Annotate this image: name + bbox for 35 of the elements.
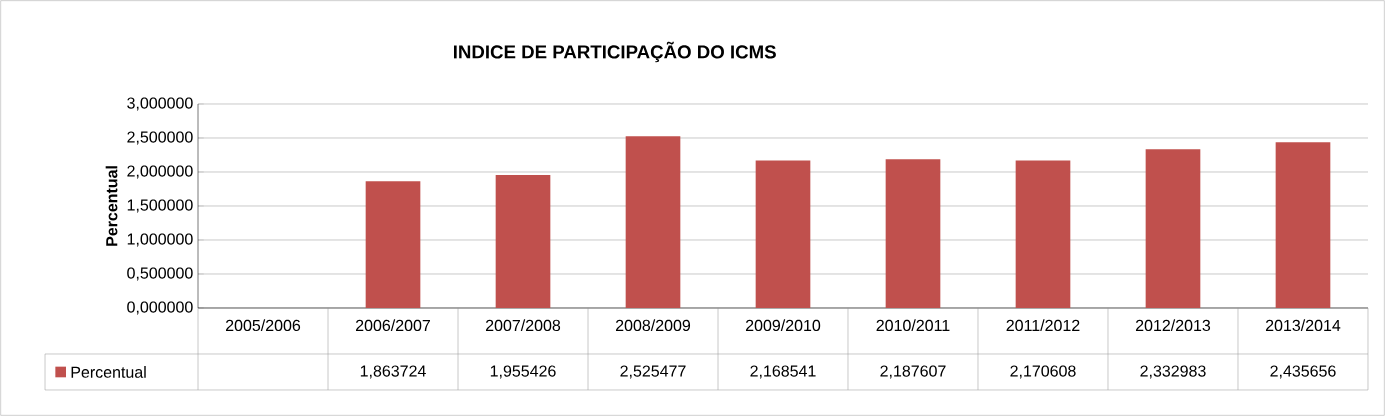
x-tick-label: 2011/2012 <box>1006 319 1080 332</box>
data-label: 2,187607 <box>880 365 946 379</box>
data-label: 2,525477 <box>620 365 686 379</box>
y-tick-label: 0,000000 <box>127 301 193 315</box>
x-tick-label: 2005/2006 <box>225 319 301 332</box>
y-tick-label: 0,500000 <box>127 267 193 281</box>
x-tick-label: 2013/2014 <box>1265 319 1341 332</box>
data-label: 2,168541 <box>750 365 816 379</box>
bar <box>625 136 681 308</box>
bar <box>755 160 811 308</box>
x-tick-label: 2010/2011 <box>876 319 950 332</box>
data-label: 1,863724 <box>360 365 426 379</box>
bar <box>1275 142 1331 308</box>
bar <box>495 175 551 308</box>
x-tick-label: 2008/2009 <box>615 319 691 332</box>
y-tick-label: 1,500000 <box>127 199 193 213</box>
chart-title: INDICE DE PARTICIPAÇÃO DO ICMS <box>453 41 776 63</box>
x-tick-label: 2007/2008 <box>485 319 561 332</box>
data-label: 2,435656 <box>1270 365 1336 379</box>
bar <box>365 181 421 308</box>
bar <box>1145 149 1201 308</box>
x-tick-label: 2006/2007 <box>355 319 430 332</box>
data-label: 1,955426 <box>490 365 556 379</box>
legend-label: Percentual <box>71 366 146 378</box>
bar <box>885 159 941 308</box>
x-tick-label: 2009/2010 <box>745 319 821 332</box>
y-tick-label: 3,000000 <box>127 97 193 111</box>
y-tick-label: 2,000000 <box>127 165 193 179</box>
data-label: 2,170608 <box>1010 365 1076 379</box>
data-label: 2,332983 <box>1140 365 1206 379</box>
y-axis-title: Percentual <box>105 166 118 246</box>
bar <box>1015 160 1071 308</box>
y-tick-label: 1,000000 <box>127 233 193 247</box>
x-tick-label: 2012/2013 <box>1135 319 1211 332</box>
y-tick-label: 2,500000 <box>127 131 193 145</box>
